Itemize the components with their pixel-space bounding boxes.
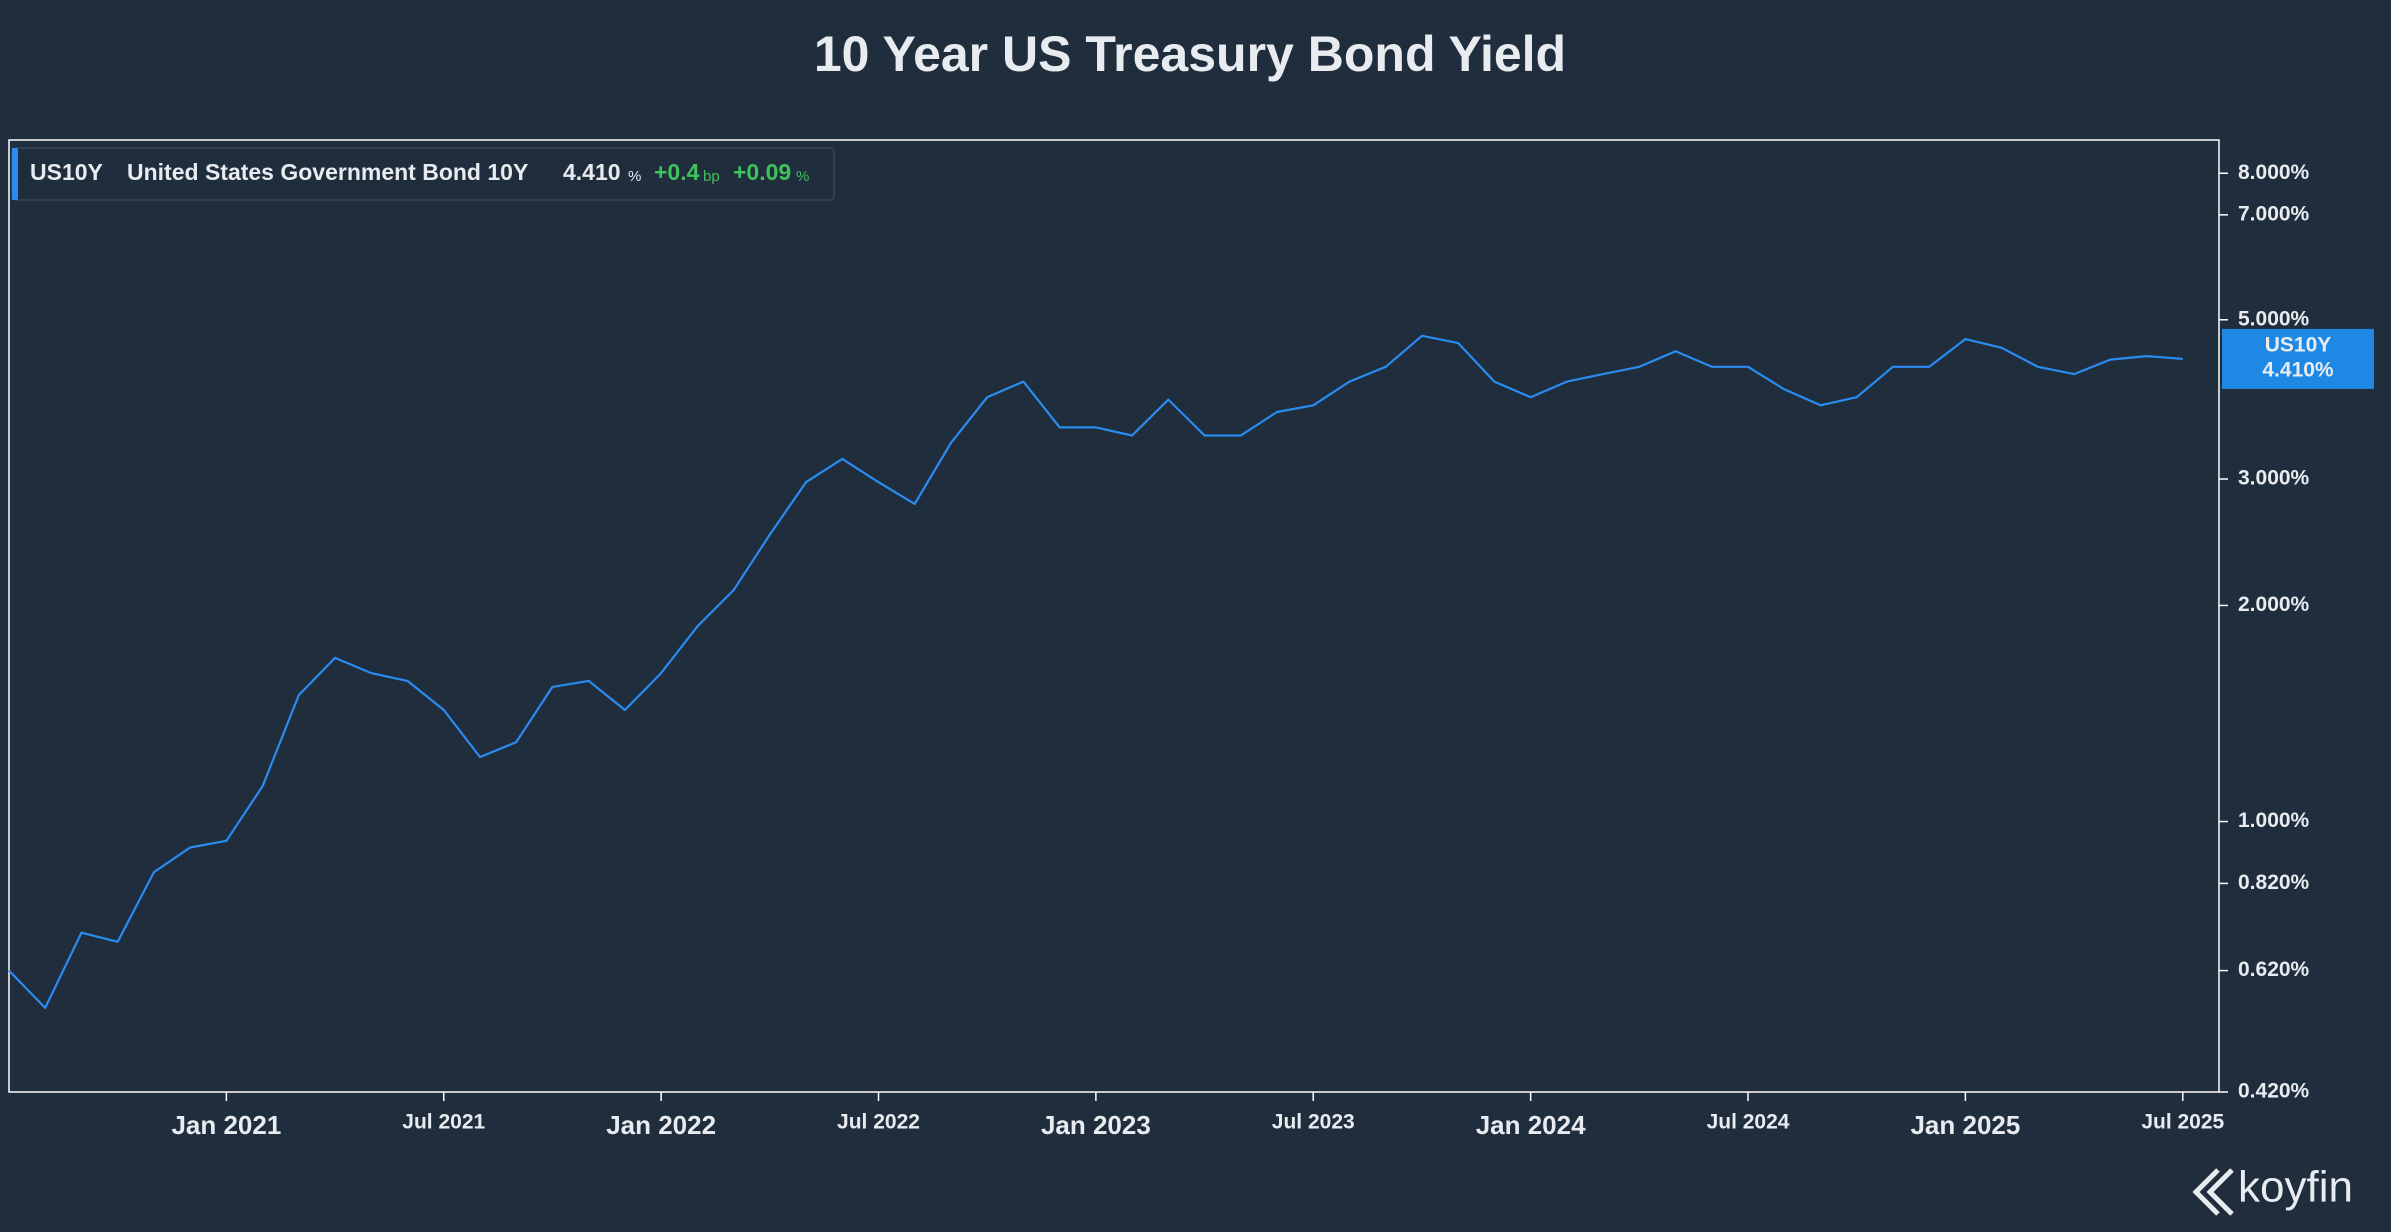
legend-value: 4.410 <box>563 159 621 185</box>
y-tick-label: 0.820% <box>2238 871 2310 894</box>
y-tick-label: 7.000% <box>2238 202 2310 225</box>
x-tick-label: Jan 2023 <box>1041 1110 1151 1140</box>
legend-change: +0.4 <box>654 159 700 185</box>
legend-change-pct-unit: % <box>796 168 809 185</box>
y-tick-label: 0.620% <box>2238 958 2310 981</box>
y-tick-label: 1.000% <box>2238 809 2310 832</box>
price-tag-value: 4.410% <box>2262 358 2334 381</box>
x-tick-label: Jul 2024 <box>1707 1111 1790 1134</box>
legend-unit: % <box>628 168 641 185</box>
y-tick-label: 5.000% <box>2238 307 2310 330</box>
legend-change-pct: +0.09 <box>733 159 791 185</box>
line <box>8 334 2183 1009</box>
legend-change-unit: bp <box>703 168 720 185</box>
price-tag-symbol: US10Y <box>2265 333 2332 356</box>
x-tick-label: Jul 2022 <box>837 1111 920 1134</box>
logo-icon <box>2192 1168 2234 1216</box>
x-tick-label: Jul 2025 <box>2141 1111 2224 1134</box>
x-tick-label: Jan 2022 <box>606 1110 716 1140</box>
x-tick-label: Jan 2024 <box>1476 1110 1586 1140</box>
legend-marker <box>12 148 18 200</box>
legend-symbol: US10Y <box>30 159 103 185</box>
y-tick-label: 0.420% <box>2238 1080 2310 1103</box>
plot-frame <box>8 139 2220 1093</box>
chart-title: 10 Year US Treasury Bond Yield <box>814 26 1566 82</box>
x-tick-label: Jul 2023 <box>1272 1111 1355 1134</box>
price-tag <box>2222 328 2374 389</box>
x-tick-label: Jul 2021 <box>402 1111 485 1134</box>
x-tick-label: Jan 2021 <box>171 1110 281 1140</box>
y-tick-label: 8.000% <box>2238 161 2310 184</box>
y-tick-label: 2.000% <box>2238 593 2310 616</box>
brand: koyfin <box>2238 1163 2353 1212</box>
x-tick-label: Jan 2025 <box>1910 1110 2020 1140</box>
y-tick-label: 3.000% <box>2238 467 2310 490</box>
legend-name: United States Government Bond 10Y <box>127 159 528 185</box>
logo: koyfin <box>2192 1163 2353 1216</box>
